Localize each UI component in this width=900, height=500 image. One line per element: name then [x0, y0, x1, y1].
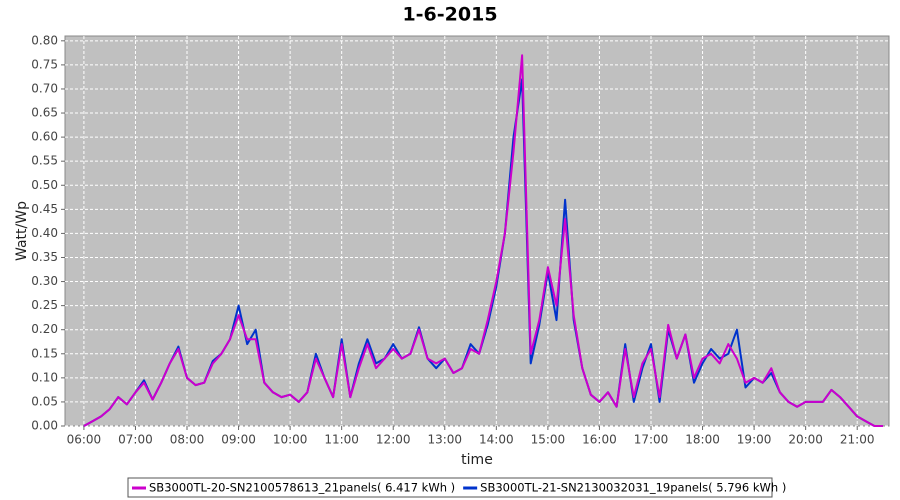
y-tick-label: 0.35	[31, 250, 58, 264]
y-tick-label: 0.70	[31, 81, 58, 95]
y-axis-label: Watt/Wp	[14, 201, 30, 261]
x-tick-label: 20:00	[788, 433, 823, 447]
y-tick-label: 0.30	[31, 274, 58, 288]
legend-label: SB3000TL-21-SN2130032031_19panels( 5.796…	[480, 481, 786, 495]
x-tick-label: 16:00	[582, 433, 617, 447]
y-tick-label: 0.15	[31, 346, 58, 360]
x-tick-label: 12:00	[376, 433, 411, 447]
y-tick-label: 0.65	[31, 106, 58, 120]
x-tick-label: 15:00	[531, 433, 566, 447]
x-tick-label: 14:00	[479, 433, 514, 447]
y-tick-label: 0.75	[31, 57, 58, 71]
x-tick-label: 13:00	[427, 433, 462, 447]
x-tick-label: 10:00	[273, 433, 308, 447]
x-tick-label: 19:00	[737, 433, 772, 447]
x-tick-label: 18:00	[685, 433, 720, 447]
x-tick-label: 17:00	[634, 433, 669, 447]
legend	[127, 477, 773, 498]
x-tick-label: 06:00	[67, 433, 102, 447]
y-tick-label: 0.55	[31, 154, 58, 168]
y-tick-label: 0.05	[31, 394, 58, 408]
x-axis-label: time	[461, 452, 493, 468]
y-tick-label: 0.60	[31, 130, 58, 144]
legend-label: SB3000TL-20-SN2100578613_21panels( 6.417…	[149, 481, 455, 495]
plot-area	[64, 35, 890, 427]
y-tick-label: 0.45	[31, 202, 58, 216]
y-tick-label: 0.20	[31, 322, 58, 336]
y-tick-label: 0.80	[31, 33, 58, 47]
x-tick-label: 09:00	[221, 433, 256, 447]
y-tick-label: 0.00	[31, 419, 58, 433]
x-tick-label: 08:00	[170, 433, 205, 447]
chart-title: 1-6-2015	[402, 4, 497, 26]
y-tick-label: 0.25	[31, 298, 58, 312]
x-tick-label: 11:00	[324, 433, 359, 447]
x-tick-label: 21:00	[840, 433, 875, 447]
y-tick-label: 0.10	[31, 370, 58, 384]
x-tick-label: 07:00	[118, 433, 153, 447]
y-tick-label: 0.50	[31, 178, 58, 192]
series-line	[83, 54, 883, 427]
y-tick-label: 0.40	[31, 226, 58, 240]
